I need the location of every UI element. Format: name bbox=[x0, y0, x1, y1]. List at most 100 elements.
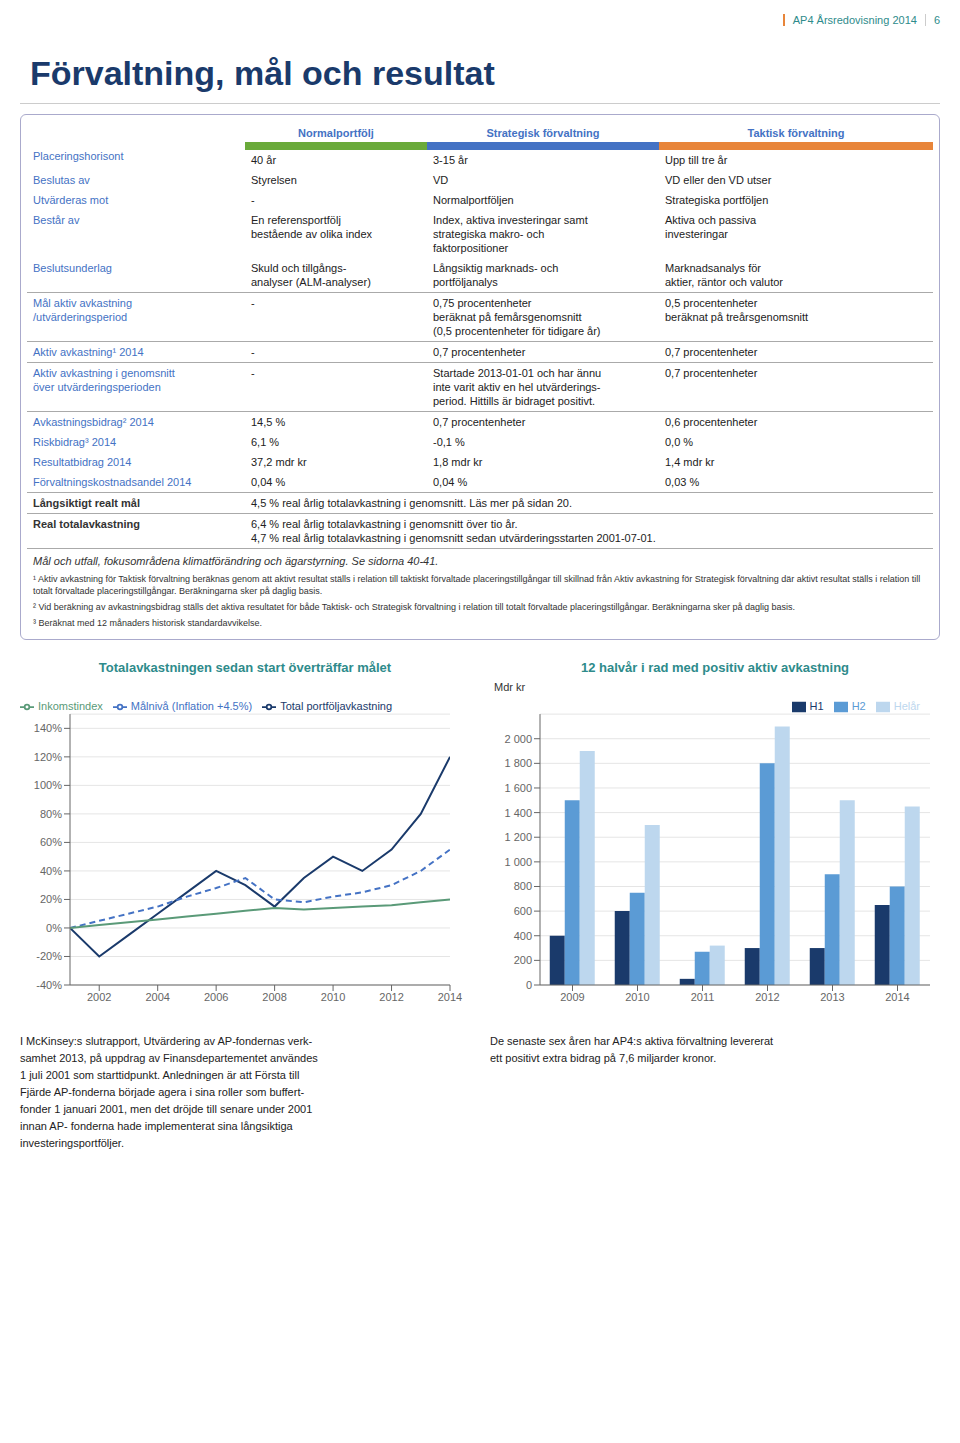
svg-text:2006: 2006 bbox=[204, 991, 228, 1003]
html-text:0,03 %: 0,03 % bbox=[665, 476, 700, 488]
svg-text:1 200: 1 200 bbox=[504, 831, 532, 843]
svg-text:2009: 2009 bbox=[560, 991, 584, 1003]
html-text:Långsiktig marknads- och portf: Långsiktig marknads- och portföljanalys bbox=[433, 262, 559, 288]
html-text:Real totalavkastning: Real totalavkastning bbox=[33, 518, 140, 530]
svg-text:2004: 2004 bbox=[145, 991, 169, 1003]
svg-text:1 600: 1 600 bbox=[504, 782, 532, 794]
svg-text:800: 800 bbox=[514, 880, 532, 892]
html-text:En referensportfölj bestående: En referensportfölj bestående av olika i… bbox=[251, 214, 373, 240]
svg-text:2 000: 2 000 bbox=[504, 733, 532, 745]
html-text:Aktiva och passiva investering: Aktiva och passiva investeringar bbox=[665, 214, 757, 240]
svg-text:0: 0 bbox=[526, 979, 532, 991]
svg-text:-20%: -20% bbox=[36, 950, 62, 962]
html-text:Index, aktiva investeringar sa: Index, aktiva investeringar samt strateg… bbox=[433, 214, 588, 254]
html-text:12 halvår i rad med positiv ak: 12 halvår i rad med positiv aktiv avkast… bbox=[581, 660, 849, 675]
html-text:VD eller den VD utser: VD eller den VD utser bbox=[665, 174, 772, 186]
html-text:40 år: 40 år bbox=[251, 154, 277, 166]
svg-text:1 000: 1 000 bbox=[504, 856, 532, 868]
html-text:4,7 % real årlig totalavkastni: 4,7 % real årlig totalavkastning i genom… bbox=[251, 532, 656, 544]
html-text:I McKinsey:s slutrapport, Utvä: I McKinsey:s slutrapport, Utvärdering av… bbox=[20, 1035, 318, 1149]
html-text:Beslutas av: Beslutas av bbox=[33, 174, 90, 186]
svg-text:1 800: 1 800 bbox=[504, 757, 532, 769]
html-text:0,7 procentenheter: 0,7 procentenheter bbox=[433, 346, 526, 358]
html-text:0,7 procentenheter: 0,7 procentenheter bbox=[665, 367, 758, 379]
svg-text:2008: 2008 bbox=[262, 991, 286, 1003]
svg-text:2002: 2002 bbox=[87, 991, 111, 1003]
html-text:Normalportföljen: Normalportföljen bbox=[433, 194, 514, 206]
html-text:Marknadsanalys för aktier, rän: Marknadsanalys för aktier, räntor och va… bbox=[665, 262, 783, 288]
html-text:Placeringshorisont: Placeringshorisont bbox=[33, 150, 124, 162]
html-text:37,2 mdr kr: 37,2 mdr kr bbox=[251, 456, 307, 468]
svg-text:80%: 80% bbox=[40, 808, 62, 820]
html-text:Total portföljavkastning: Total portföljavkastning bbox=[280, 700, 393, 712]
html-text:0,04 %: 0,04 % bbox=[433, 476, 468, 488]
html-text:H1: H1 bbox=[809, 700, 824, 712]
html-text:Avkastningsbidrag² 2014: Avkastningsbidrag² 2014 bbox=[33, 416, 154, 428]
svg-text:600: 600 bbox=[514, 905, 532, 917]
html-text:0,7 procentenheter: 0,7 procentenheter bbox=[433, 416, 526, 428]
svg-text:2012: 2012 bbox=[379, 991, 403, 1003]
html-text:Långsiktigt realt mål: Långsiktigt realt mål bbox=[33, 497, 140, 509]
html-text:Mål och utfall, fokusområdena: Mål och utfall, fokusområdena klimatförä… bbox=[33, 555, 439, 567]
html-text:Mdr kr: Mdr kr bbox=[494, 681, 526, 693]
html-text:Inkomstindex: Inkomstindex bbox=[38, 700, 103, 712]
svg-text:2010: 2010 bbox=[625, 991, 649, 1003]
html-text:Beslutsunderlag: Beslutsunderlag bbox=[33, 262, 112, 274]
html-text:Förvaltningskostnadsandel 2014: Förvaltningskostnadsandel 2014 bbox=[33, 476, 192, 488]
svg-text:2014: 2014 bbox=[438, 991, 462, 1003]
html-text:0,6 procentenheter: 0,6 procentenheter bbox=[665, 416, 758, 428]
html-text:0,0 %: 0,0 % bbox=[665, 436, 694, 448]
html-text:Totalavkastningen sedan start: Totalavkastningen sedan start överträffa… bbox=[98, 660, 392, 675]
html-text:4,5 % real årlig totalavkastni: 4,5 % real årlig totalavkastning i genom… bbox=[251, 497, 572, 509]
svg-text:100%: 100% bbox=[34, 779, 62, 791]
html-text:AP4 Årsredovisning 2014: AP4 Årsredovisning 2014 bbox=[792, 14, 917, 26]
svg-text:-40%: -40% bbox=[36, 979, 62, 991]
html-text:Taktisk förvaltning: Taktisk förvaltning bbox=[747, 127, 845, 139]
html-text:Utvärderas mot: Utvärderas mot bbox=[33, 194, 109, 206]
html-text:Mål aktiv avkastning /utvärder: Mål aktiv avkastning /utvärderingsperiod bbox=[33, 297, 132, 323]
html-text:Startade 2013-01-01 och har än: Startade 2013-01-01 och har ännu inte va… bbox=[433, 367, 602, 407]
html-text:Upp till tre år: Upp till tre år bbox=[665, 154, 728, 166]
svg-text:400: 400 bbox=[514, 930, 532, 942]
svg-text:20%: 20% bbox=[40, 893, 62, 905]
svg-text:120%: 120% bbox=[34, 751, 62, 763]
svg-text:60%: 60% bbox=[40, 836, 62, 848]
html-text:Strategiska portföljen: Strategiska portföljen bbox=[665, 194, 769, 206]
html-text:Aktiv avkastning¹ 2014: Aktiv avkastning¹ 2014 bbox=[33, 346, 144, 358]
html-text:Målnivå (Inflation +4.5%): Målnivå (Inflation +4.5%) bbox=[130, 700, 253, 712]
html-text:VD: VD bbox=[433, 174, 449, 186]
html-text:0,75 procentenheter beräknat p: 0,75 procentenheter beräknat på femårsge… bbox=[433, 297, 601, 337]
svg-text:2014: 2014 bbox=[885, 991, 909, 1003]
html-text:6,4 % real årlig totalavkastni: 6,4 % real årlig totalavkastning i genom… bbox=[251, 518, 518, 530]
html-text:0,7 procentenheter: 0,7 procentenheter bbox=[665, 346, 758, 358]
html-text:Riskbidrag³ 2014: Riskbidrag³ 2014 bbox=[33, 436, 117, 448]
html-text:0,04 %: 0,04 % bbox=[251, 476, 286, 488]
html-text:De senaste sex åren har AP4:s: De senaste sex åren har AP4:s aktiva för… bbox=[490, 1035, 774, 1064]
svg-text:1 400: 1 400 bbox=[504, 807, 532, 819]
svg-text:2011: 2011 bbox=[691, 991, 715, 1003]
html-text:Skuld och tillgångs- analyser: Skuld och tillgångs- analyser (ALM-analy… bbox=[251, 262, 371, 288]
html-text:0,5 procentenheter beräknat på: 0,5 procentenheter beräknat på treårsgen… bbox=[665, 297, 809, 323]
svg-text:200: 200 bbox=[514, 954, 532, 966]
html-text:-0,1 %: -0,1 % bbox=[433, 436, 465, 448]
html-text:Styrelsen: Styrelsen bbox=[251, 174, 297, 186]
html-text:Normalportfölj: Normalportfölj bbox=[298, 127, 374, 139]
svg-text:2013: 2013 bbox=[820, 991, 844, 1003]
html-text:6,1 %: 6,1 % bbox=[251, 436, 280, 448]
svg-text:140%: 140% bbox=[34, 722, 62, 734]
svg-text:40%: 40% bbox=[40, 865, 62, 877]
svg-text:0%: 0% bbox=[46, 922, 62, 934]
html-text:Förvaltning, mål och resultat: Förvaltning, mål och resultat bbox=[30, 54, 495, 92]
html-text:H2: H2 bbox=[851, 700, 866, 712]
html-text:¹ Aktiv avkastning för Taktisk: ¹ Aktiv avkastning för Taktisk förvaltni… bbox=[33, 574, 921, 596]
html-text:1,8 mdr kr: 1,8 mdr kr bbox=[433, 456, 483, 468]
html-text:Resultatbidrag 2014: Resultatbidrag 2014 bbox=[33, 456, 132, 468]
html-text:3-15 år: 3-15 år bbox=[433, 154, 468, 166]
svg-text:2010: 2010 bbox=[321, 991, 345, 1003]
html-text:Strategisk förvaltning: Strategisk förvaltning bbox=[486, 127, 600, 139]
html-text:Aktiv avkastning i genomsnitt: Aktiv avkastning i genomsnitt över utvär… bbox=[33, 367, 175, 393]
html-text:1,4 mdr kr: 1,4 mdr kr bbox=[665, 456, 715, 468]
svg-text:2012: 2012 bbox=[755, 991, 779, 1003]
html-text:14,5 %: 14,5 % bbox=[251, 416, 286, 428]
html-text:Består av: Består av bbox=[33, 214, 80, 226]
